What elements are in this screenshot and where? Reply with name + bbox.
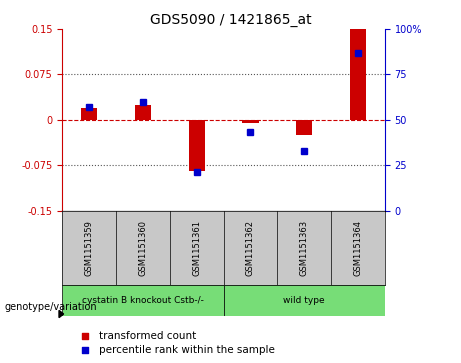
Text: transformed count: transformed count [99, 331, 196, 341]
Text: GSM1151364: GSM1151364 [354, 220, 362, 276]
Text: GSM1151363: GSM1151363 [300, 220, 309, 276]
Bar [135, 105, 151, 120]
Bar [296, 120, 313, 135]
Text: GSM1151361: GSM1151361 [192, 220, 201, 276]
Text: percentile rank within the sample: percentile rank within the sample [99, 345, 275, 355]
Text: cystatin B knockout Cstb-/-: cystatin B knockout Cstb-/- [82, 296, 204, 305]
Point [82, 333, 89, 339]
Point [82, 347, 89, 353]
Bar [350, 29, 366, 120]
Bar [189, 120, 205, 171]
Bar [224, 285, 385, 316]
Text: GDS5090 / 1421865_at: GDS5090 / 1421865_at [150, 13, 311, 27]
Text: genotype/variation: genotype/variation [5, 302, 97, 312]
Polygon shape [59, 310, 64, 318]
Text: wild type: wild type [284, 296, 325, 305]
Bar [242, 120, 259, 123]
Text: GSM1151360: GSM1151360 [138, 220, 148, 276]
Text: GSM1151362: GSM1151362 [246, 220, 255, 276]
Text: GSM1151359: GSM1151359 [85, 220, 94, 276]
Bar [81, 108, 97, 120]
Bar [62, 285, 224, 316]
